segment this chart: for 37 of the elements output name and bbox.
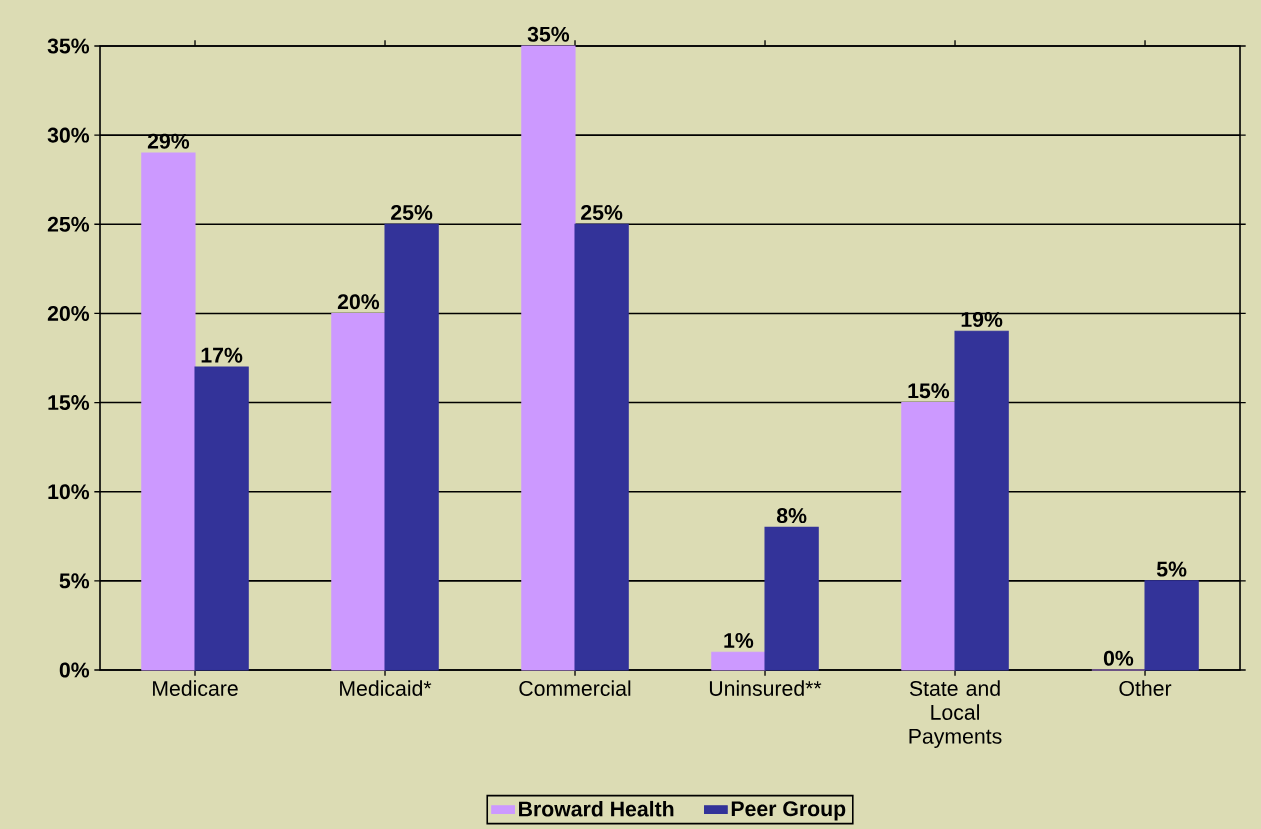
x-tick-label: Other xyxy=(1119,680,1172,696)
bar xyxy=(901,402,956,671)
bar xyxy=(194,366,249,671)
bar xyxy=(954,330,1009,671)
bar xyxy=(764,526,819,671)
data-label: 1% xyxy=(724,632,754,648)
x-tick-label: State and Local Payments xyxy=(909,680,1002,748)
bar xyxy=(1144,580,1199,671)
y-tick-label: 20% xyxy=(47,305,90,321)
data-label: 0% xyxy=(1103,650,1134,666)
y-tick-label: 25% xyxy=(47,216,90,232)
bar xyxy=(384,223,439,671)
bar xyxy=(521,45,576,671)
bar xyxy=(574,223,629,671)
data-label: 8% xyxy=(776,508,807,524)
x-tick-label: Uninsured** xyxy=(709,680,822,696)
y-tick-label: 15% xyxy=(48,395,90,411)
legend-label: Broward Health xyxy=(519,800,674,817)
x-tick-label: Medicaid* xyxy=(340,680,432,696)
y-tick-label: 10% xyxy=(48,484,90,500)
data-label: 35% xyxy=(527,26,570,42)
bar xyxy=(331,312,386,671)
y-tick-label: 0% xyxy=(59,662,90,678)
y-tick-label: 5% xyxy=(59,573,90,589)
data-label: 25% xyxy=(581,204,623,221)
x-tick-label: Medicare xyxy=(153,680,238,696)
y-tick-label: 30% xyxy=(47,127,90,143)
data-label: 15% xyxy=(908,383,950,399)
x-tick-label: Commercial xyxy=(519,680,631,696)
data-label: 25% xyxy=(391,204,433,221)
bar xyxy=(141,152,196,671)
bar xyxy=(711,651,766,671)
y-tick-label: 35% xyxy=(47,38,90,54)
data-label: 5% xyxy=(1156,561,1187,577)
legend-label: Peer Group xyxy=(731,801,846,821)
data-label: 17% xyxy=(201,347,243,363)
data-label: 20% xyxy=(337,294,380,310)
